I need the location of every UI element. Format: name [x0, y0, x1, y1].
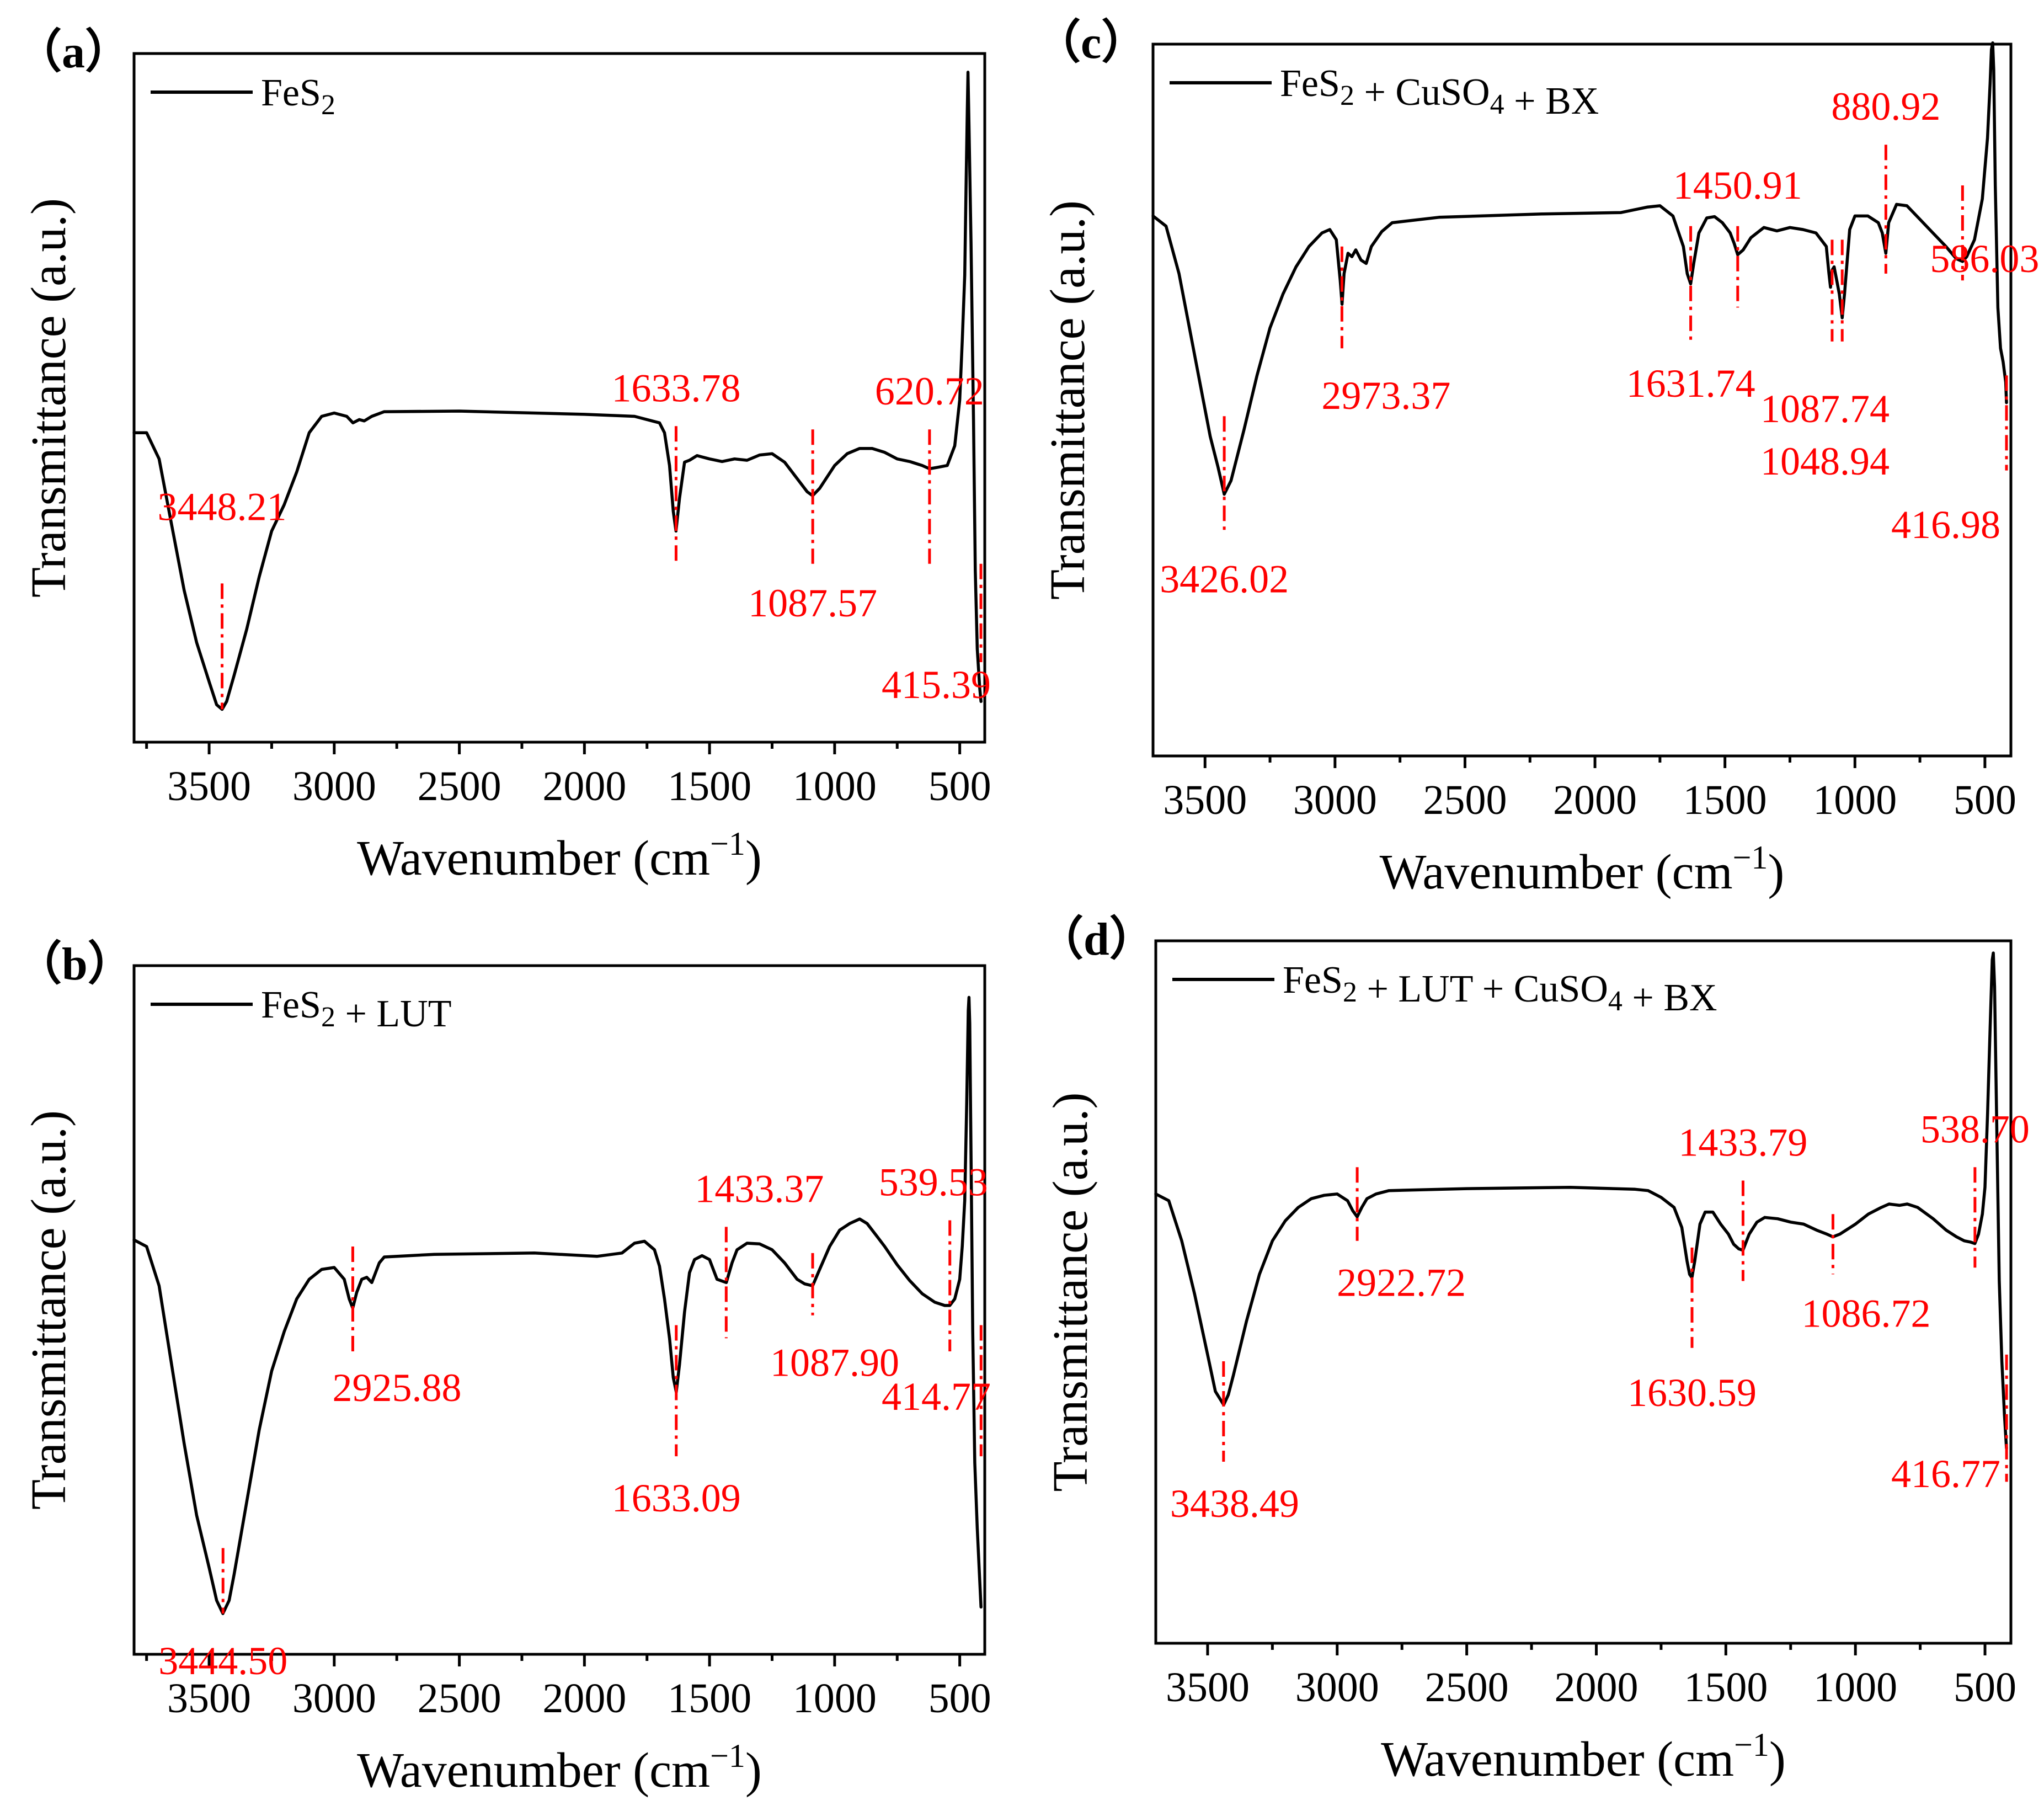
y-axis-title: Transmittance (a.u.)	[1040, 200, 1095, 600]
x-tick-label: 500	[1954, 777, 2016, 823]
x-tick-label: 500	[928, 1675, 991, 1722]
peak-label: 1450.91	[1673, 163, 1802, 207]
peak-label: 1086.72	[1801, 1291, 1930, 1335]
x-tick-label: 1000	[793, 1675, 877, 1722]
peak-label: 1087.57	[748, 581, 877, 625]
panel-label: （d）	[1037, 914, 1156, 965]
legend-label: FeS2	[261, 72, 335, 121]
x-tick-label: 3500	[167, 1675, 251, 1722]
x-axis-title: Wavenumber (cm−1)	[357, 825, 762, 886]
x-tick-label: 500	[1954, 1664, 2016, 1711]
peak-label: 1048.94	[1760, 439, 1890, 483]
plot-frame	[132, 964, 986, 1656]
x-tick-label: 3000	[292, 1675, 376, 1722]
spectrum-line	[132, 71, 983, 711]
panel-label: （b）	[15, 939, 134, 990]
x-tick-label: 1500	[1683, 777, 1767, 823]
x-tick-label: 2000	[1554, 1664, 1638, 1711]
x-tick-label: 3000	[1293, 777, 1377, 823]
x-tick-label: 1500	[1684, 1664, 1768, 1711]
peak-label: 880.92	[1831, 84, 1940, 129]
x-tick-label: 3500	[167, 763, 251, 809]
panel-label: （c）	[1034, 17, 1148, 68]
x-tick-label: 2500	[1425, 1664, 1509, 1711]
panel-a: 3500 3000 2500 2000 1500 1000 500 Wavenumber (c…	[15, 26, 991, 886]
spectrum-line	[1154, 951, 2008, 1450]
plot-frame	[1151, 42, 2013, 758]
peak-label: 2973.37	[1321, 374, 1450, 418]
peak-label: 586.03	[1930, 237, 2039, 281]
x-tick-label: 1500	[668, 763, 751, 809]
x-tick-label: 500	[928, 763, 991, 809]
peak-label: 415.39	[882, 663, 991, 707]
x-tick-label: 2500	[418, 1675, 501, 1722]
peak-label: 414.77	[882, 1375, 991, 1419]
x-tick-label: 3000	[292, 763, 376, 809]
peak-label: 3448.21	[158, 484, 287, 529]
legend-label: FeS2 + LUT + CuSO4 + BX	[1283, 959, 1717, 1019]
peak-label: 416.98	[1891, 503, 2000, 547]
peak-label: 538.70	[1920, 1107, 2030, 1151]
x-axis-title: Wavenumber (cm−1)	[1381, 1727, 1786, 1787]
peak-label: 1633.09	[612, 1476, 741, 1520]
y-axis-title: Transmittance (a.u.)	[1043, 1093, 1098, 1492]
x-tick-label: 1500	[668, 1675, 751, 1722]
peak-label: 416.77	[1891, 1452, 2000, 1496]
peak-label: 1633.78	[611, 366, 740, 410]
panel-c: 3500 3000 2500 2000 1500 1000 500 Wavenumber (c…	[1034, 17, 2039, 899]
peak-label: 3444.50	[158, 1639, 287, 1683]
x-tick-label: 2500	[418, 763, 501, 809]
panel-label: （a）	[15, 26, 131, 78]
peak-label: 620.72	[875, 369, 984, 413]
x-tick-label: 1000	[793, 763, 877, 809]
plot-frame	[132, 52, 986, 744]
peak-label: 2922.72	[1337, 1261, 1466, 1305]
x-tick-label: 2000	[1553, 777, 1637, 823]
x-axis-title: Wavenumber (cm−1)	[357, 1738, 762, 1798]
peak-label: 1630.59	[1627, 1371, 1757, 1415]
peak-label: 1631.74	[1626, 361, 1755, 406]
spectrum-line	[1151, 41, 2008, 496]
panel-b: 3500 3000 2500 2000 1500 1000 500 Wavenumber (c…	[15, 939, 991, 1798]
x-tick-label: 3500	[1163, 777, 1247, 823]
x-tick-label: 1000	[1813, 1664, 1897, 1711]
panel-d: 3500 3000 2500 2000 1500 1000 500 Wavenumber (c…	[1037, 914, 2030, 1787]
x-tick-label: 2000	[542, 763, 626, 809]
plot-frame	[1154, 939, 2013, 1645]
peak-label: 2925.88	[332, 1366, 461, 1410]
x-tick-label: 2500	[1423, 777, 1507, 823]
spectrum-line	[132, 995, 983, 1615]
y-axis-title: Transmittance (a.u.)	[22, 1110, 76, 1510]
x-axis-title: Wavenumber (cm−1)	[1380, 839, 1785, 899]
peak-label: 3426.02	[1160, 557, 1289, 601]
x-tick-label: 1000	[1813, 777, 1897, 823]
legend-label: FeS2 + LUT	[261, 984, 451, 1035]
legend-label: FeS2 + CuSO4 + BX	[1280, 62, 1599, 122]
peak-label: 1433.79	[1678, 1121, 1807, 1165]
x-tick-label: 3500	[1166, 1664, 1250, 1711]
y-axis-title: Transmittance (a.u.)	[22, 198, 76, 598]
peak-label: 1087.90	[770, 1341, 899, 1385]
x-tick-label: 2000	[542, 1675, 626, 1722]
x-tick-label: 3000	[1295, 1664, 1379, 1711]
peak-label: 3438.49	[1170, 1482, 1299, 1526]
peak-label: 1087.74	[1760, 387, 1890, 431]
peak-label: 539.53	[879, 1160, 988, 1204]
peak-label: 1433.37	[695, 1167, 824, 1211]
